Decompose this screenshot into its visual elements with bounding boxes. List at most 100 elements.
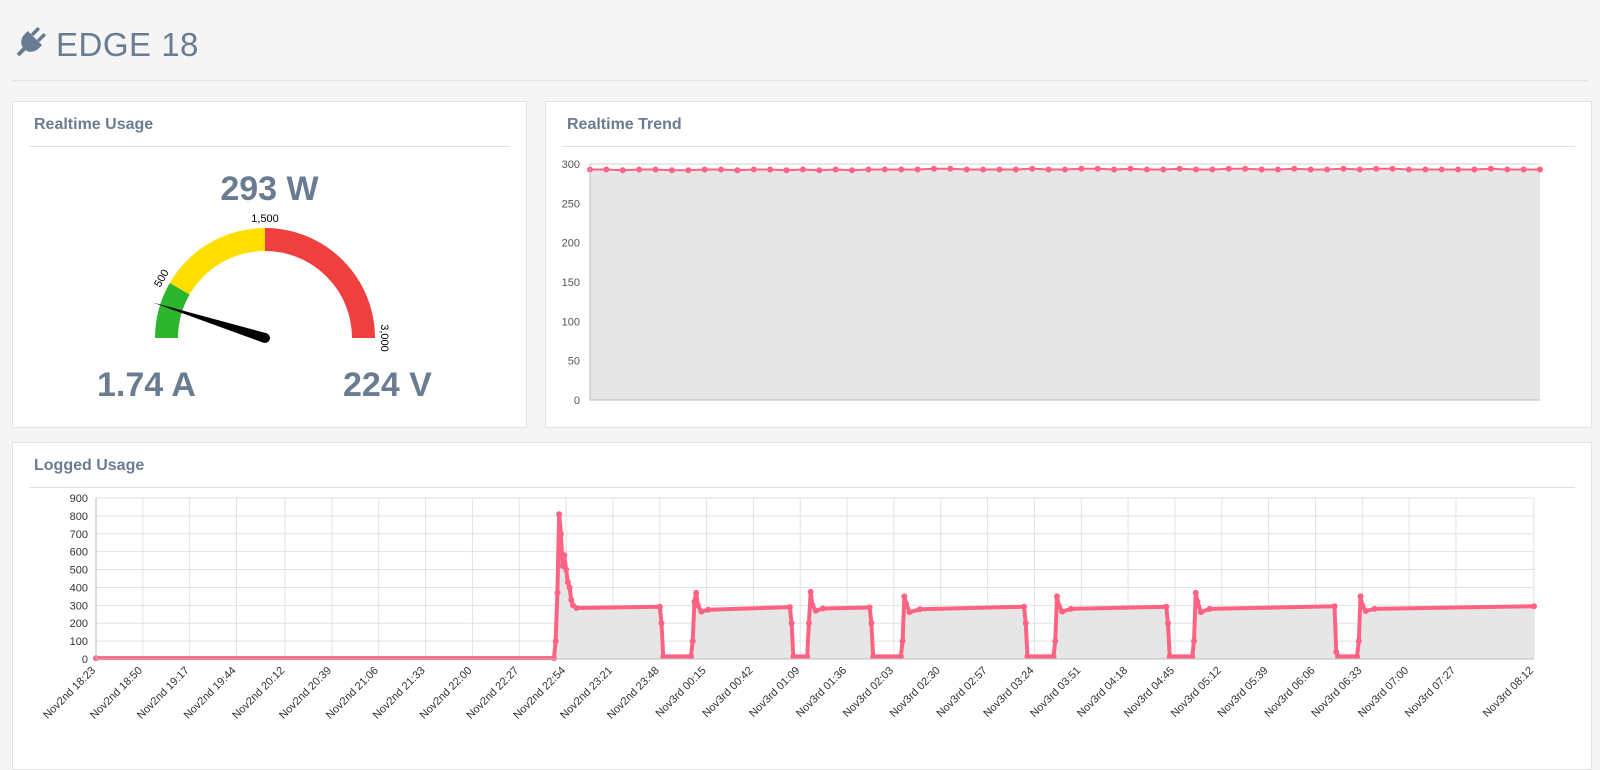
trend-point	[980, 166, 987, 173]
trend-point	[914, 166, 921, 173]
trend-point	[1455, 166, 1462, 173]
trend-point	[1209, 166, 1216, 173]
logged-point	[573, 605, 580, 612]
logged-point	[1050, 653, 1057, 660]
realtime-trend-chart: 0 50 100 150 200 250 300	[562, 159, 1543, 407]
panel-divider	[29, 487, 1575, 488]
trend-point	[783, 167, 790, 174]
trend-point	[1487, 165, 1494, 172]
logged-point	[1166, 653, 1173, 660]
y-tick-label: 250	[562, 198, 580, 210]
trend-point	[898, 166, 905, 173]
trend-point	[1340, 165, 1347, 172]
logged-point	[561, 552, 568, 559]
trend-point	[1242, 165, 1249, 172]
y-tick-label: 0	[82, 654, 88, 666]
trend-point	[1438, 166, 1445, 173]
trend-point	[636, 166, 643, 173]
logged-point	[1192, 589, 1199, 596]
y-tick-label: 200	[70, 618, 88, 630]
plug-icon	[12, 25, 48, 66]
panel-divider	[29, 146, 510, 147]
trend-point	[1324, 166, 1331, 173]
gauge-tick-label: 3,000	[378, 324, 390, 352]
logged-point	[1052, 638, 1059, 645]
trend-point	[1143, 166, 1150, 173]
logged-point	[687, 653, 694, 660]
logged-point	[804, 653, 811, 660]
logged-area	[96, 514, 1534, 659]
trend-point	[1094, 165, 1101, 172]
trend-point	[1520, 166, 1527, 173]
gauge-needle-hub	[260, 333, 270, 343]
trend-point	[603, 166, 610, 173]
trend-point	[996, 166, 1003, 173]
logged-point	[554, 589, 561, 596]
trend-point	[930, 165, 937, 172]
logged-point	[689, 638, 696, 645]
logged-point	[868, 620, 875, 627]
y-tick-label: 800	[70, 511, 88, 523]
y-tick-label: 600	[70, 547, 88, 559]
trend-point	[1062, 166, 1068, 173]
logged-point	[1055, 602, 1062, 609]
panel-title: Realtime Trend	[567, 116, 682, 133]
logged-point	[550, 655, 557, 662]
gauge-needle	[152, 302, 267, 343]
logged-point	[1334, 653, 1341, 660]
logged-point	[1362, 608, 1369, 615]
trend-point	[1471, 166, 1478, 173]
trend-point	[1045, 166, 1052, 173]
logged-point	[1194, 598, 1201, 605]
logged-point	[658, 620, 665, 627]
logged-point	[660, 653, 667, 660]
trend-point	[816, 167, 823, 174]
realtime-trend-panel: Realtime Trend 0 50 100 150 200 250 300	[545, 101, 1592, 428]
trend-point	[963, 166, 970, 173]
logged-usage-panel: Logged Usage 0 100 200 300 400 500 600 700 800 90…	[12, 442, 1592, 770]
gauge-tick-label: 1,500	[251, 213, 279, 225]
trend-point	[799, 166, 806, 173]
y-tick-label: 300	[70, 600, 88, 612]
trend-point	[652, 166, 659, 173]
logged-point	[1531, 603, 1537, 610]
logged-point	[705, 606, 712, 613]
y-tick-label: 700	[70, 529, 88, 541]
trend-point	[1127, 165, 1134, 172]
y-tick-label: 0	[574, 395, 580, 407]
logged-point	[897, 653, 904, 660]
logged-point	[556, 511, 563, 518]
y-tick-label: 100	[70, 636, 88, 648]
trend-point	[1193, 166, 1200, 173]
trend-point	[1111, 166, 1118, 173]
trend-point	[849, 167, 856, 174]
trend-point	[1537, 166, 1543, 173]
logged-point	[1191, 638, 1198, 645]
logged-point	[866, 604, 873, 611]
y-tick-label: 50	[568, 356, 580, 368]
y-tick-label: 100	[562, 316, 580, 328]
logged-point	[563, 566, 570, 573]
trend-point	[1291, 165, 1298, 172]
header-divider	[12, 80, 1588, 81]
trend-point	[881, 166, 888, 173]
logged-point	[809, 602, 816, 609]
trend-point	[1012, 166, 1019, 173]
logged-point	[1331, 603, 1338, 610]
logged-point	[870, 653, 877, 660]
logged-point	[1022, 620, 1029, 627]
trend-point	[1274, 166, 1281, 173]
trend-point	[1504, 166, 1511, 173]
trend-point	[832, 166, 839, 173]
logged-point	[552, 638, 559, 645]
logged-point	[1164, 620, 1171, 627]
logged-point	[698, 608, 705, 615]
logged-point	[916, 606, 923, 613]
trend-point	[865, 166, 872, 173]
gauge-band	[265, 228, 375, 338]
trend-area	[590, 168, 1540, 400]
logged-point	[812, 607, 819, 614]
trend-point	[947, 165, 954, 172]
logged-point	[807, 588, 814, 595]
